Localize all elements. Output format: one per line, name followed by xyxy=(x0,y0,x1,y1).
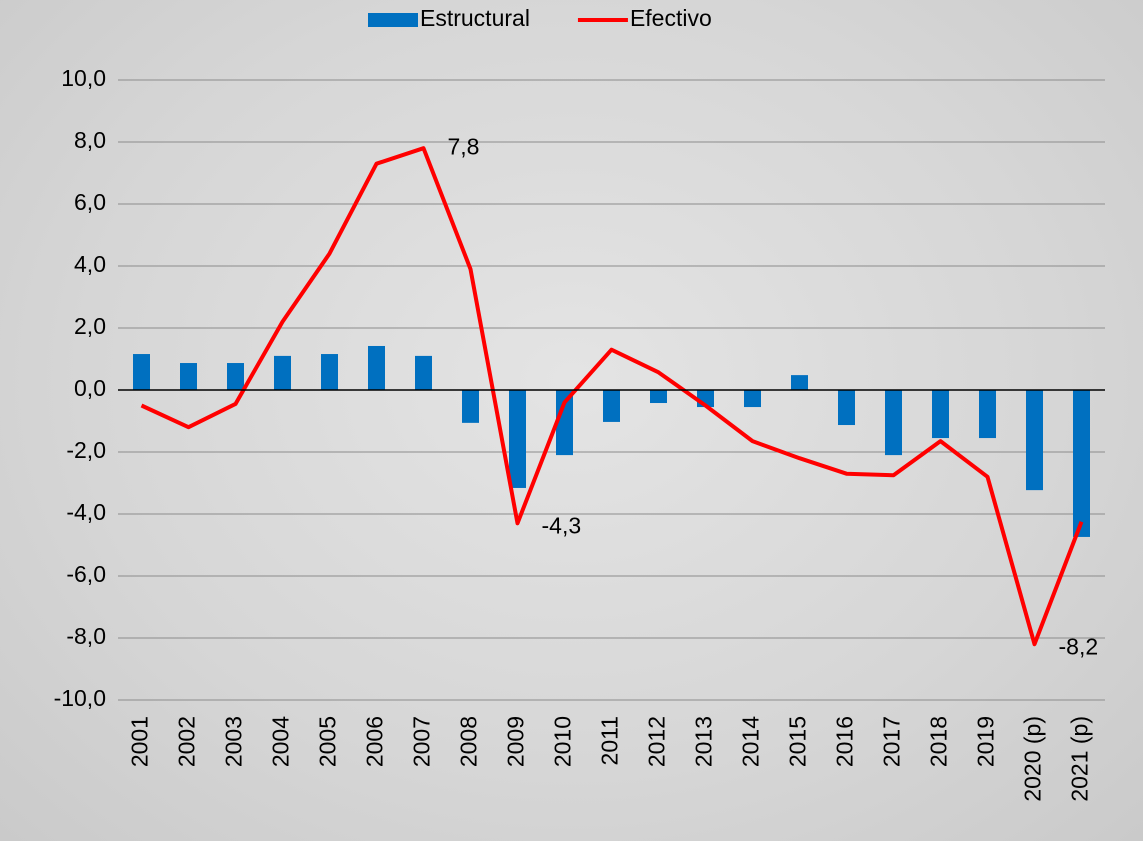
bar xyxy=(791,375,808,390)
x-tick-label: 2004 xyxy=(268,716,294,767)
x-tick-label: 2010 xyxy=(550,716,576,767)
x-tick-label: 2015 xyxy=(785,716,811,767)
bar xyxy=(180,363,197,390)
bar xyxy=(650,390,667,403)
x-tick-label: 2008 xyxy=(456,716,482,767)
chart: -10,0 -8,0 -6,0 -4,0 -2,0 0,0 2,0 4,0 6,0 8,0 10,0… xyxy=(0,0,1143,841)
data-label: -4,3 xyxy=(542,512,582,538)
x-tick-label: 2017 xyxy=(879,716,905,767)
data-label: -8,2 xyxy=(1059,633,1099,659)
bar xyxy=(979,390,996,438)
bar xyxy=(1026,390,1043,490)
y-tick-label: -2,0 xyxy=(66,437,106,463)
bar xyxy=(274,356,291,390)
x-tick-label: 2020 (p) xyxy=(1020,716,1046,802)
bar xyxy=(321,354,338,390)
y-tick-label: 8,0 xyxy=(74,127,106,153)
legend-label: Estructural xyxy=(420,5,530,31)
x-tick-label: 2014 xyxy=(738,716,764,767)
bar xyxy=(885,390,902,455)
y-tick-label: -4,0 xyxy=(66,499,106,525)
x-tick-label: 2009 xyxy=(503,716,529,767)
y-tick-label: 4,0 xyxy=(74,251,106,277)
bar xyxy=(227,363,244,390)
x-tick-label: 2006 xyxy=(362,716,388,767)
x-tick-label: 2013 xyxy=(691,716,717,767)
bar xyxy=(603,390,620,422)
x-tick-label: 2005 xyxy=(315,716,341,767)
y-tick-label: 2,0 xyxy=(74,313,106,339)
x-tick-label: 2021 (p) xyxy=(1067,716,1093,802)
y-tick-label: -8,0 xyxy=(66,623,106,649)
legend-swatch xyxy=(368,13,418,27)
bar xyxy=(744,390,761,407)
data-label: 7,8 xyxy=(448,133,480,159)
legend-label: Efectivo xyxy=(630,5,712,31)
bar xyxy=(932,390,949,438)
bar xyxy=(838,390,855,425)
x-tick-label: 2002 xyxy=(174,716,200,767)
y-tick-label: 6,0 xyxy=(74,189,106,215)
x-tick-label: 2001 xyxy=(127,716,153,767)
x-tick-label: 2003 xyxy=(221,716,247,767)
x-tick-label: 2007 xyxy=(409,716,435,767)
bar xyxy=(133,354,150,390)
y-tick-label: -6,0 xyxy=(66,561,106,587)
x-tick-label: 2019 xyxy=(973,716,999,767)
x-tick-label: 2011 xyxy=(597,716,623,765)
bar xyxy=(368,346,385,390)
bar xyxy=(509,390,526,488)
y-tick-label: -10,0 xyxy=(54,685,106,711)
bar xyxy=(415,356,432,390)
x-tick-label: 2012 xyxy=(644,716,670,767)
x-tick-label: 2016 xyxy=(832,716,858,767)
bar xyxy=(462,390,479,423)
y-tick-label: 0,0 xyxy=(74,375,106,401)
y-tick-label: 10,0 xyxy=(61,65,106,91)
bar xyxy=(1073,390,1090,537)
x-tick-label: 2018 xyxy=(926,716,952,767)
